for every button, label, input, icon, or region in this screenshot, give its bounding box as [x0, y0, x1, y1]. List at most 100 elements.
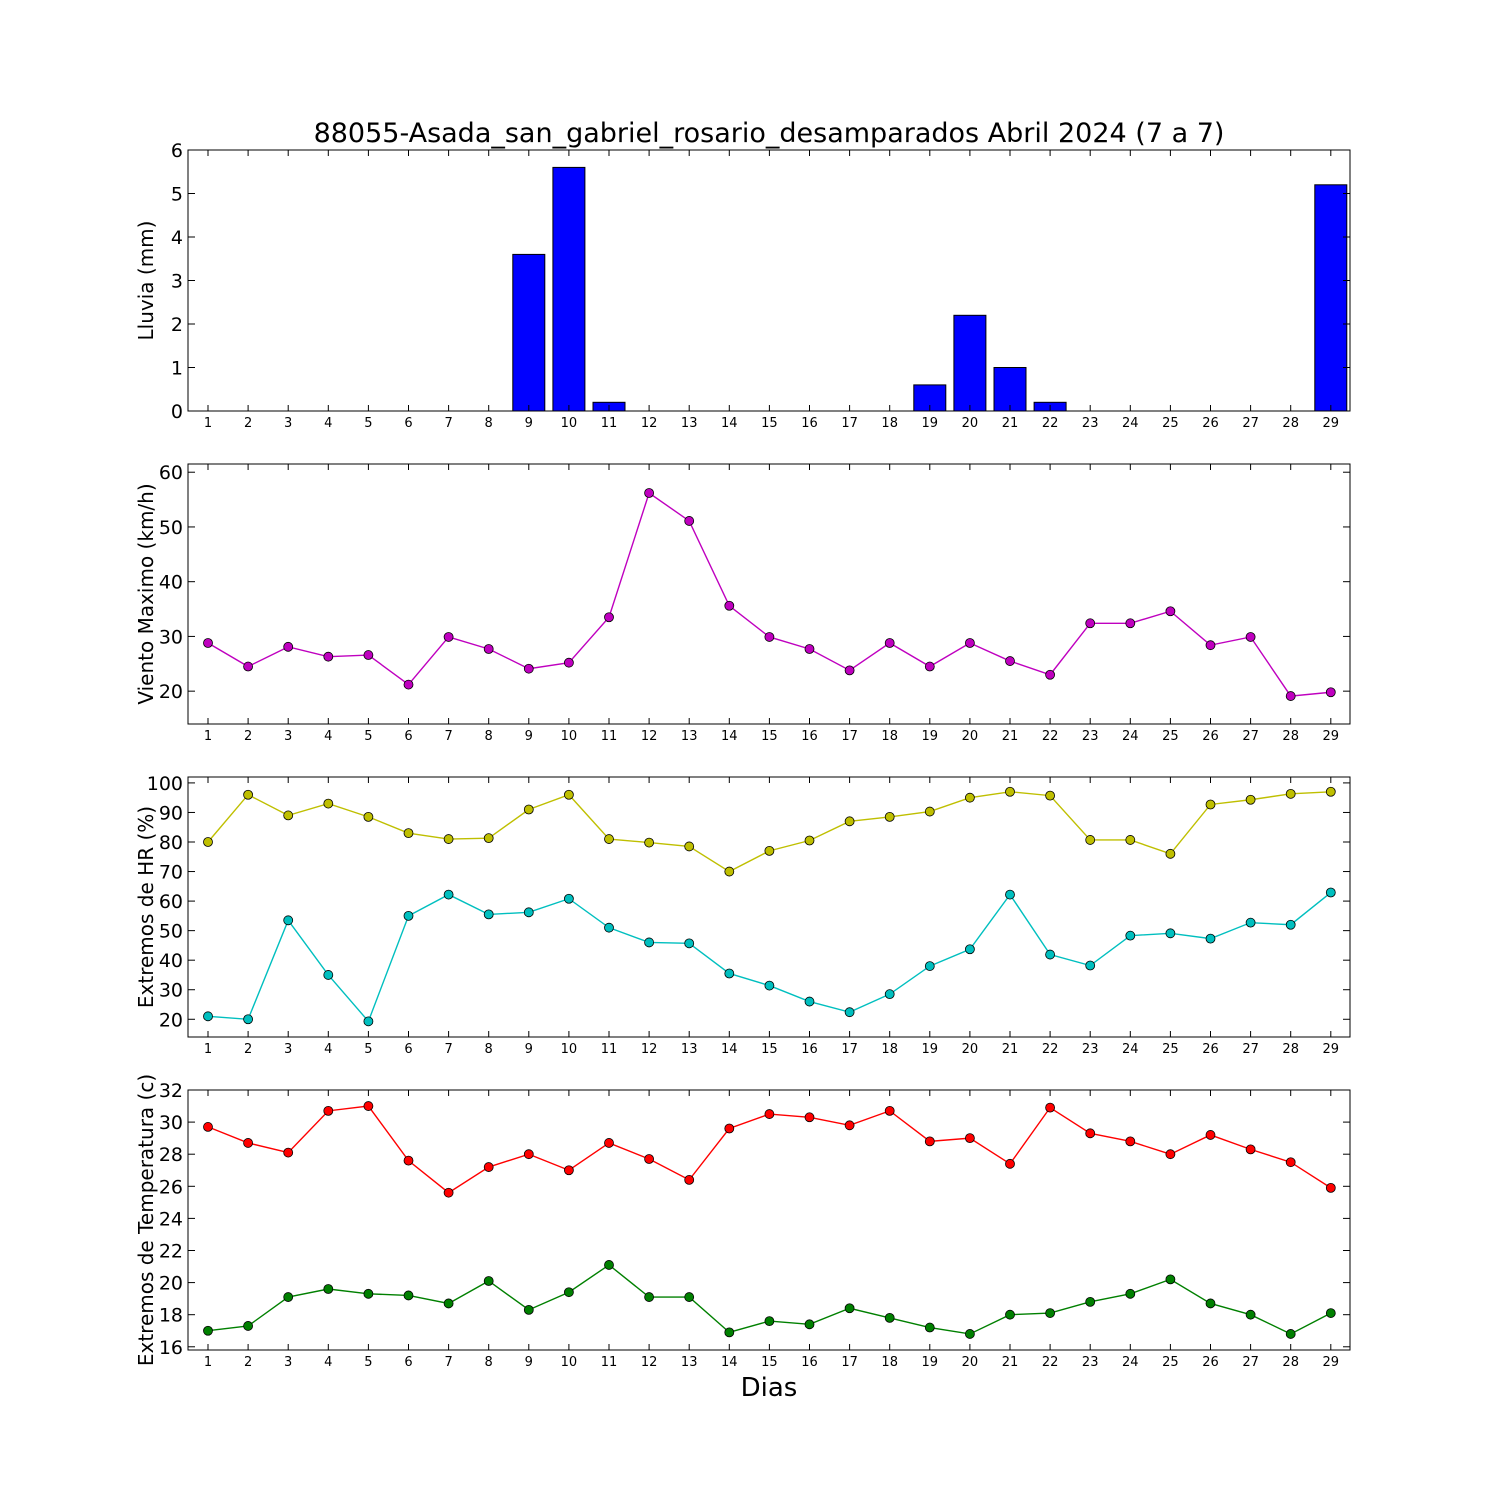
temperature-series-1-point-3 [283, 1292, 294, 1302]
temperature-series-0-point-17 [844, 1120, 855, 1131]
humidity-xtick-label-21: 21 [1002, 1042, 1019, 1057]
rain-xtick-label-22: 22 [1042, 416, 1059, 431]
wind-ytick-label-30: 30 [159, 626, 183, 648]
rain-ytick-label-1: 1 [171, 358, 183, 380]
temperature-xtick-label-9: 9 [525, 1355, 533, 1370]
wind-series-0-point-20 [965, 638, 975, 648]
temperature-series-0-point-25 [1165, 1149, 1176, 1160]
temperature-xtick-label-1: 1 [204, 1355, 212, 1370]
humidity-series-0-point-29 [1325, 786, 1336, 797]
humidity-ytick-label-70: 70 [159, 862, 183, 884]
wind-series-0-point-21 [1005, 656, 1015, 666]
humidity-series-0-point-28 [1285, 788, 1296, 799]
wind-xtick-label-28: 28 [1282, 729, 1299, 744]
wind-xtick-label-22: 22 [1042, 729, 1059, 744]
rain-xtick-label-12: 12 [641, 416, 658, 431]
humidity-series-0-point-19 [924, 806, 935, 817]
chart-title: 88055-Asada_san_gabriel_rosario_desampar… [314, 118, 1225, 149]
humidity-series-1-point-23 [1085, 960, 1096, 971]
humidity-ytick-label-20: 20 [159, 1009, 183, 1031]
humidity-xtick-label-23: 23 [1082, 1042, 1099, 1057]
humidity-series-1-point-29 [1325, 887, 1336, 898]
wind-series-0-point-2 [243, 661, 254, 672]
temperature-ytick-label-26: 26 [159, 1176, 183, 1198]
rain-xtick-label-13: 13 [681, 416, 698, 431]
humidity-series-1-point-16 [804, 996, 815, 1007]
temperature-series-1-point-11 [604, 1260, 614, 1270]
rain-bar-21 [993, 367, 1027, 412]
rain-xtick-label-18: 18 [881, 416, 898, 431]
humidity-series-1-point-27 [1245, 917, 1256, 928]
humidity-series-0-point-20 [965, 792, 975, 803]
humidity-series-0-point-26 [1205, 799, 1216, 810]
temperature-series-0-point-10 [564, 1165, 574, 1176]
humidity-ytick-label-30: 30 [159, 980, 183, 1002]
rain-xtick-label-26: 26 [1202, 416, 1219, 431]
temperature-ytick-label-22: 22 [159, 1240, 183, 1262]
temperature-xtick-label-3: 3 [284, 1355, 292, 1370]
rain-xtick-label-1: 1 [204, 416, 212, 431]
humidity-xtick-label-15: 15 [761, 1042, 778, 1057]
temperature-xtick-label-23: 23 [1082, 1355, 1099, 1370]
rain-xtick-label-5: 5 [364, 416, 372, 431]
rain-xtick-label-19: 19 [922, 416, 939, 431]
humidity-xtick-label-29: 29 [1323, 1042, 1340, 1057]
wind-xtick-label-27: 27 [1242, 729, 1259, 744]
humidity-xtick-label-18: 18 [881, 1042, 898, 1057]
temperature-series-0-point-20 [965, 1133, 975, 1144]
humidity-series-1-point-22 [1045, 949, 1055, 960]
rain-bar-20 [953, 314, 987, 412]
humidity-xtick-label-5: 5 [364, 1042, 372, 1057]
humidity-xtick-label-27: 27 [1242, 1042, 1259, 1057]
rain-xtick-label-15: 15 [761, 416, 778, 431]
temperature-series-0-point-22 [1045, 1102, 1055, 1113]
wind-xtick-label-8: 8 [485, 729, 493, 744]
humidity-series-1-point-3 [283, 915, 294, 926]
rain-bar-10 [552, 166, 586, 412]
wind-series-0-point-8 [483, 644, 494, 654]
humidity-series-0-point-4 [323, 798, 334, 809]
wind-ytick-label-20: 20 [159, 681, 183, 703]
wind-series-0-point-15 [764, 632, 775, 642]
wind-series-0-point-4 [323, 651, 334, 662]
humidity-series-0-point-5 [363, 811, 374, 822]
humidity-xtick-label-3: 3 [284, 1042, 292, 1057]
temperature-series-1-point-8 [483, 1276, 494, 1286]
wind-xtick-label-11: 11 [601, 729, 618, 744]
humidity-xtick-label-28: 28 [1282, 1042, 1299, 1057]
humidity-series-1-point-2 [243, 1014, 254, 1025]
temperature-series-1-point-28 [1285, 1329, 1296, 1339]
humidity-series-0-point-17 [844, 816, 855, 827]
rain-ytick-label-5: 5 [171, 184, 183, 206]
rain-xtick-label-2: 2 [244, 416, 252, 431]
humidity-xtick-label-11: 11 [601, 1042, 618, 1057]
humidity-xtick-label-24: 24 [1122, 1042, 1139, 1057]
temperature-xtick-label-8: 8 [485, 1355, 493, 1370]
humidity-xtick-label-9: 9 [525, 1042, 533, 1057]
temperature-xtick-label-22: 22 [1042, 1355, 1059, 1370]
temperature-series-0-point-9 [523, 1149, 534, 1160]
wind-series-0-point-16 [804, 644, 815, 654]
humidity-xtick-label-17: 17 [841, 1042, 858, 1057]
wind-xtick-label-6: 6 [404, 729, 412, 744]
temperature-series-1-point-13 [684, 1292, 695, 1302]
temperature-series-0-point-15 [764, 1109, 775, 1119]
wind-series-0-point-7 [443, 632, 454, 642]
temperature-xtick-label-20: 20 [962, 1355, 979, 1370]
humidity-xtick-label-1: 1 [204, 1042, 212, 1057]
rain-xtick-label-28: 28 [1282, 416, 1299, 431]
temperature-series-0-point-12 [644, 1154, 654, 1164]
rain-xtick-label-27: 27 [1242, 416, 1259, 431]
temperature-series-1-point-25 [1165, 1274, 1176, 1285]
rain-xtick-label-8: 8 [485, 416, 493, 431]
humidity-series-0-point-24 [1125, 835, 1136, 845]
rain-xtick-label-24: 24 [1122, 416, 1139, 431]
temperature-series-1-point-12 [644, 1292, 654, 1302]
humidity-series-0-point-2 [243, 789, 254, 800]
wind-series-0-point-10 [564, 657, 574, 668]
panel-rain: 1 2 3 4 5 6 7 8 9 10 11 12 13 14 15 16 17 18 19 20 21 22 23 24 2… [134, 140, 1351, 431]
humidity-xtick-label-8: 8 [485, 1042, 493, 1057]
temperature-xtick-label-29: 29 [1323, 1355, 1340, 1370]
wind-series-0-point-12 [644, 488, 654, 498]
humidity-xtick-label-2: 2 [244, 1042, 252, 1057]
